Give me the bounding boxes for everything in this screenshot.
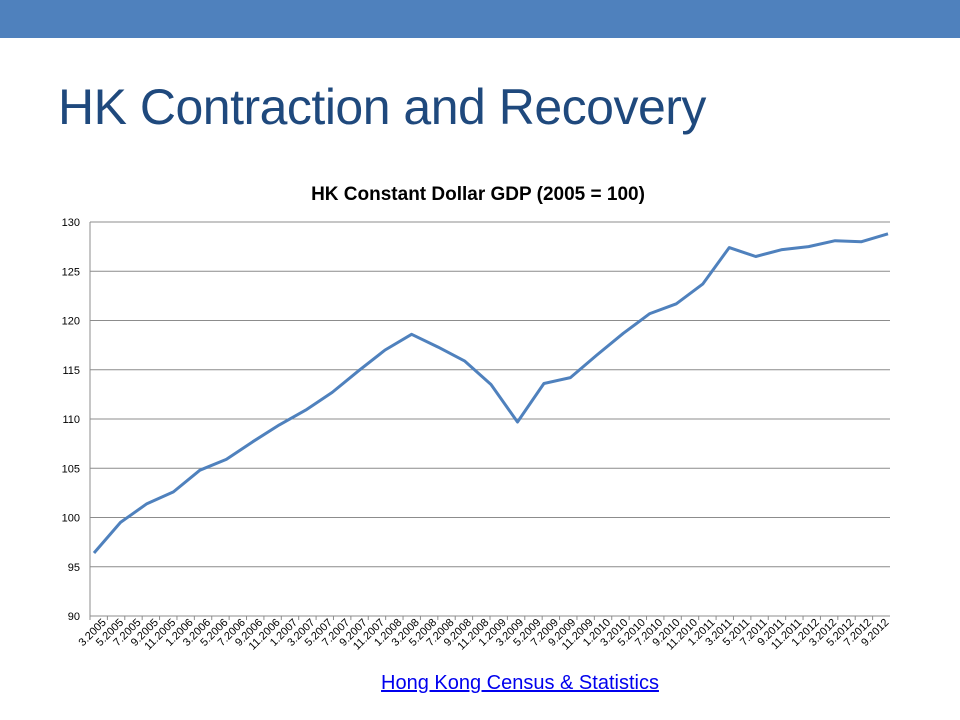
gdp-series-line bbox=[92, 232, 889, 554]
y-tick-label: 115 bbox=[62, 365, 80, 377]
y-tick-label: 110 bbox=[62, 414, 80, 426]
top-accent-bar bbox=[0, 0, 960, 38]
y-tick-label: 100 bbox=[62, 513, 80, 525]
gdp-series bbox=[92, 232, 889, 554]
y-tick-label: 130 bbox=[62, 217, 80, 229]
slide-title: HK Contraction and Recovery bbox=[58, 79, 706, 135]
y-tick-label: 95 bbox=[68, 562, 80, 574]
x-axis-tick-labels: 3.20055.20057.20059.200511.20051.20063.2… bbox=[77, 617, 892, 653]
y-tick-label: 120 bbox=[62, 316, 80, 328]
y-axis-tick-labels: 90 95 100 105 110 115 120 125 130 bbox=[62, 217, 80, 623]
y-tick-label: 90 bbox=[68, 611, 80, 623]
y-tick-label: 105 bbox=[62, 463, 80, 475]
source-link[interactable]: Hong Kong Census & Statistics bbox=[381, 672, 659, 694]
y-tick-label: 125 bbox=[62, 266, 80, 278]
chart-gridlines bbox=[89, 221, 890, 620]
chart-title: HK Constant Dollar GDP (2005 = 100) bbox=[311, 184, 645, 205]
